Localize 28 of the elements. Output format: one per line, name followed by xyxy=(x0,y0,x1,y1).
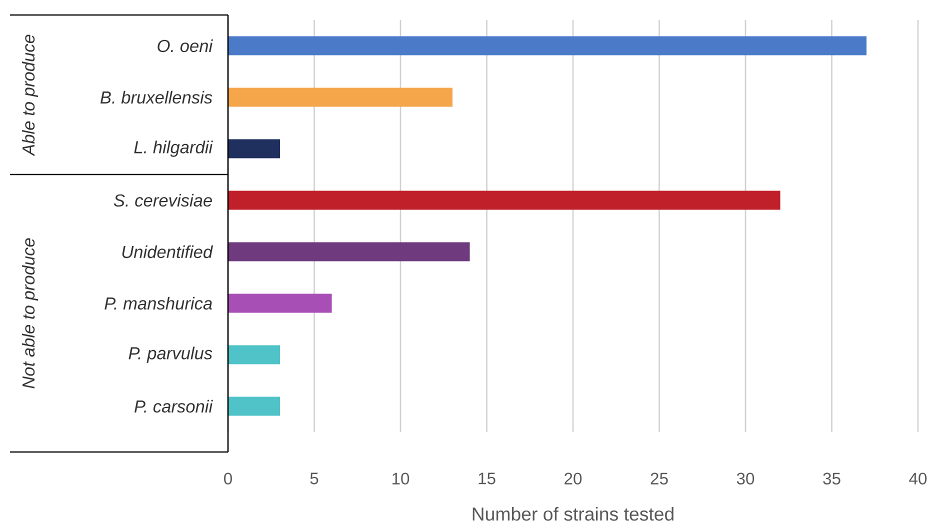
y-tick-label: P. parvulus xyxy=(128,346,212,363)
y-tick-label: Unidentified xyxy=(122,245,214,258)
bar xyxy=(228,88,453,107)
x-tick-label: 5 xyxy=(310,472,318,484)
bar xyxy=(228,294,332,313)
x-tick-label: 20 xyxy=(564,472,582,485)
y-tick-label: L. hilgardii xyxy=(134,140,213,157)
x-tick-label: 15 xyxy=(478,472,496,484)
x-tick-label: 25 xyxy=(650,472,668,485)
bar xyxy=(228,190,780,210)
y-tick-label: B. bruxellensis xyxy=(100,90,212,104)
y-tick-label: P. manshurica xyxy=(104,296,212,310)
bar xyxy=(228,36,867,56)
bar xyxy=(228,345,280,364)
x-tick-label: 0 xyxy=(224,472,232,485)
y-tick-label: O. oeni xyxy=(158,39,214,52)
x-tick-label: 40 xyxy=(909,472,927,485)
x-tick-label: 35 xyxy=(823,472,840,485)
x-tick-label: 30 xyxy=(736,472,754,485)
y-tick-label: P. carsonii xyxy=(134,400,213,413)
y-tick-label: S. cerevisiae xyxy=(114,194,212,207)
text: Able to produce xyxy=(22,34,38,156)
text: Not able to produce xyxy=(22,238,38,388)
x-axis-title: Number of strains tested xyxy=(472,506,674,521)
bar xyxy=(228,139,280,158)
bar xyxy=(228,396,280,416)
bar xyxy=(228,242,470,262)
x-tick-label: 10 xyxy=(392,472,410,485)
